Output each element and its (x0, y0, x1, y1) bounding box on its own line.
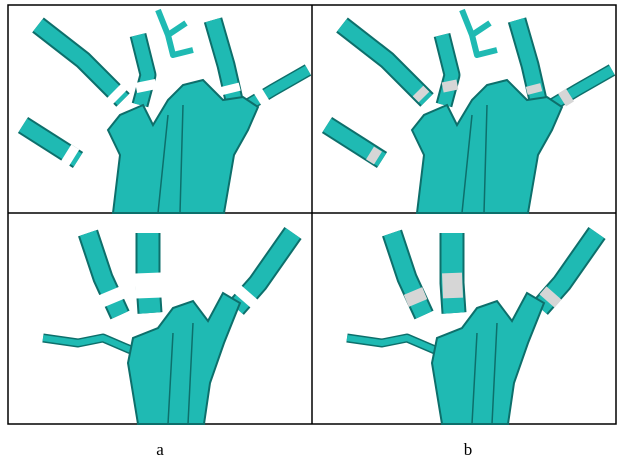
panel-label: b (464, 440, 473, 459)
panel-label: a (156, 440, 164, 459)
panel-a-top (23, 10, 308, 213)
panel-a-bottom (43, 233, 293, 424)
panel-b-bottom (347, 233, 597, 424)
panel-b-top (327, 10, 612, 213)
figure: a b (0, 0, 624, 463)
